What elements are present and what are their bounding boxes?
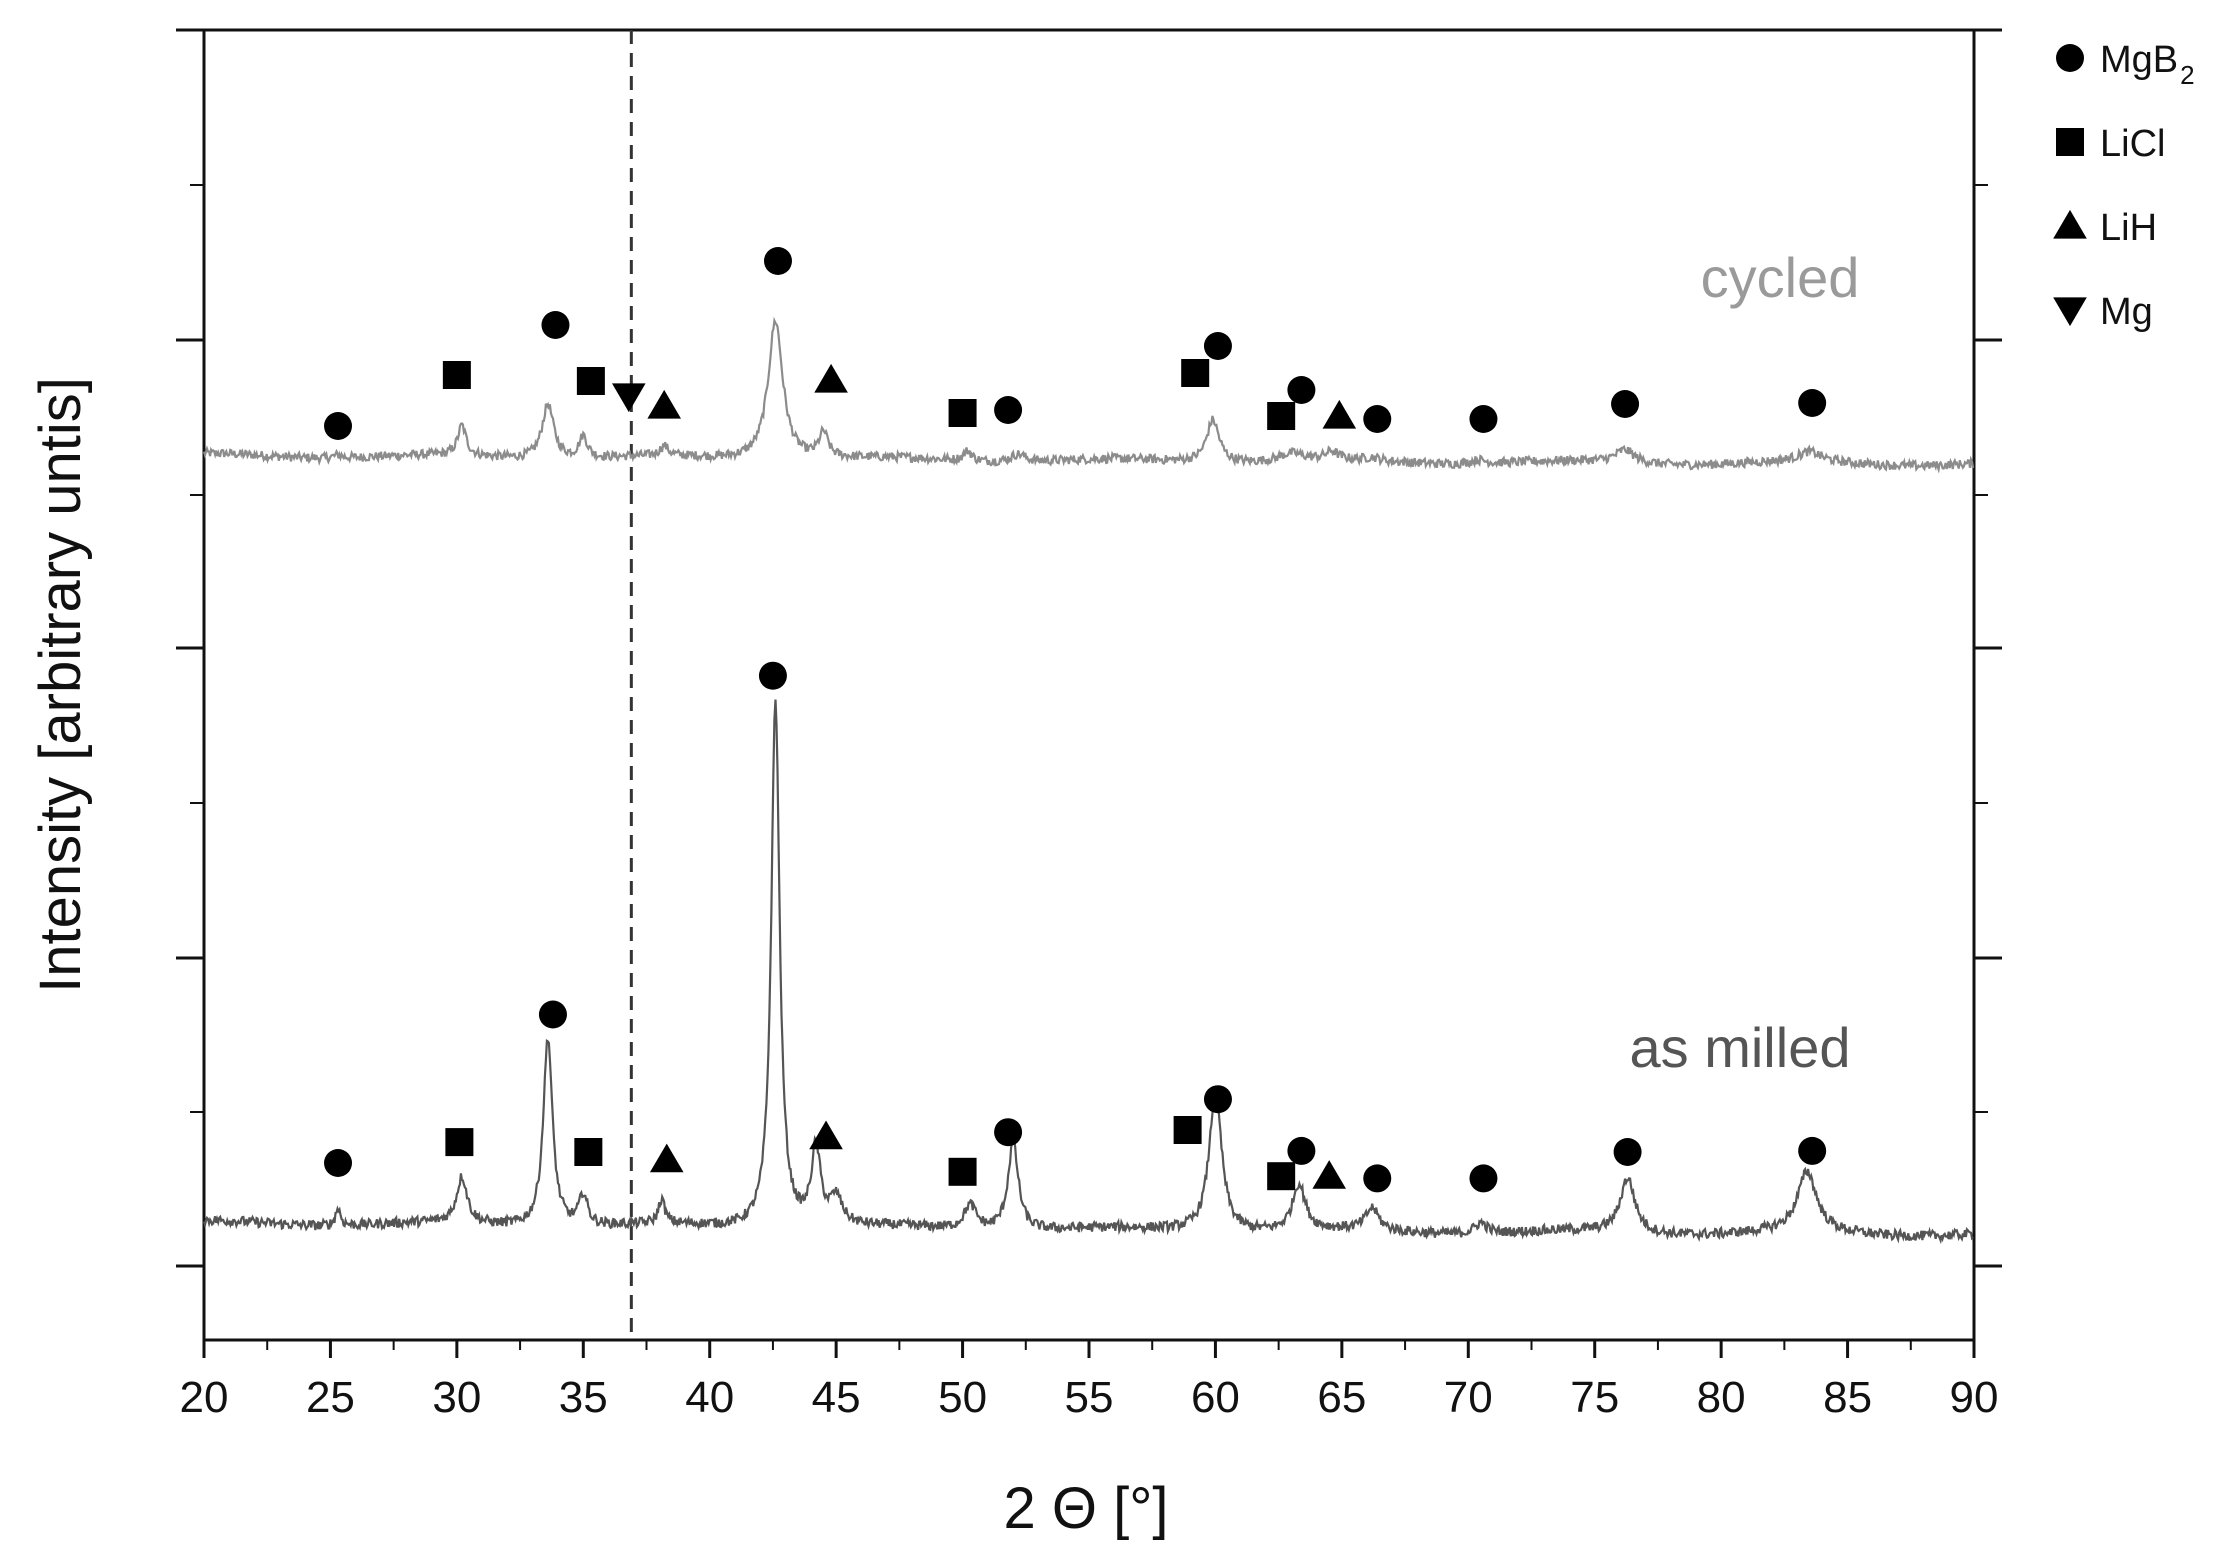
legend-label: MgB [2100,39,2178,81]
series-layer [202,316,1975,1245]
marker-circle-as-milled [1287,1136,1316,1165]
series-label-as-milled: as milled [1630,1016,1851,1079]
marker-circle-cycled [1287,376,1316,404]
marker-circle-as-milled [1613,1138,1642,1166]
marker-square-as-milled [1267,1162,1296,1191]
legend-marker-triangle-up [2053,209,2087,239]
marker-circle-as-milled [1798,1136,1827,1165]
marker-circle-cycled [324,412,353,440]
marker-square-cycled [1181,359,1210,387]
marker-square-cycled [442,361,471,389]
x-tick-label: 40 [685,1373,734,1422]
marker-circle-cycled [541,311,570,339]
marker-triangle-up-cycled [1322,399,1357,429]
marker-circle-cycled [763,247,792,275]
marker-triangle-up-as-milled [1312,1160,1347,1189]
legend-label: LiH [2100,207,2157,249]
marker-square-cycled [576,367,605,395]
x-tick-label: 80 [1697,1373,1746,1422]
legend-marker-triangle-down [2053,297,2087,327]
marker-circle-cycled [994,396,1023,424]
x-tick-label: 60 [1191,1373,1240,1422]
marker-square-as-milled [574,1138,603,1166]
marker-triangle-up-as-milled [809,1120,843,1150]
peak-markers [324,247,1827,1193]
marker-circle-cycled [1203,332,1232,360]
legend-marker-circle [2056,44,2084,72]
x-tick-label: 55 [1065,1373,1114,1422]
x-tick-label: 75 [1570,1373,1619,1422]
legend-subscript: 2 [2180,60,2194,90]
x-axis-title: 2 Θ [°] [1003,1476,1168,1541]
marker-circle-cycled [1798,389,1827,417]
x-tick-label: 70 [1444,1373,1493,1422]
x-tick-label: 30 [432,1373,481,1422]
legend: MgB 2 LiCl LiH Mg [2053,39,2195,333]
marker-circle-cycled [1611,390,1640,418]
x-tick-label: 45 [812,1373,861,1422]
marker-circle-as-milled [538,1000,567,1029]
legend-label: LiCl [2100,123,2165,165]
x-tick-label: 25 [306,1373,355,1422]
x-tick-label: 85 [1823,1373,1872,1422]
series-line-as-milled [202,699,1974,1245]
legend-marker-square [2056,128,2084,156]
marker-circle-cycled [1469,405,1498,433]
x-tick-label: 20 [180,1373,229,1422]
marker-triangle-down-cycled [612,383,646,413]
series-label-cycled: cycled [1701,246,1860,309]
marker-square-as-milled [948,1157,977,1186]
marker-square-as-milled [1173,1116,1202,1144]
marker-circle-as-milled [1203,1085,1232,1114]
marker-square-as-milled [445,1128,474,1157]
x-tick-label: 50 [938,1373,987,1422]
marker-circle-as-milled [758,661,787,690]
marker-circle-as-milled [324,1149,353,1177]
marker-circle-cycled [1363,405,1392,433]
x-tick-label: 35 [559,1373,608,1422]
legend-label: Mg [2100,291,2153,333]
series-line-cycled [202,316,1975,474]
axes: 20 25 30 35 40 45 50 55 60 65 70 75 80 85 90 [176,28,2002,1422]
marker-triangle-up-cycled [814,363,848,393]
marker-circle-as-milled [1469,1164,1498,1193]
marker-triangle-up-as-milled [649,1143,684,1173]
marker-circle-as-milled [994,1118,1023,1147]
marker-triangle-up-cycled [647,389,681,419]
x-tick-label: 65 [1317,1373,1366,1422]
marker-square-cycled [948,399,977,427]
y-axis-title: Intensity [arbitrary untis] [28,377,93,993]
marker-square-cycled [1267,402,1296,430]
marker-circle-as-milled [1363,1164,1392,1193]
x-tick-label: 90 [1950,1373,1999,1422]
